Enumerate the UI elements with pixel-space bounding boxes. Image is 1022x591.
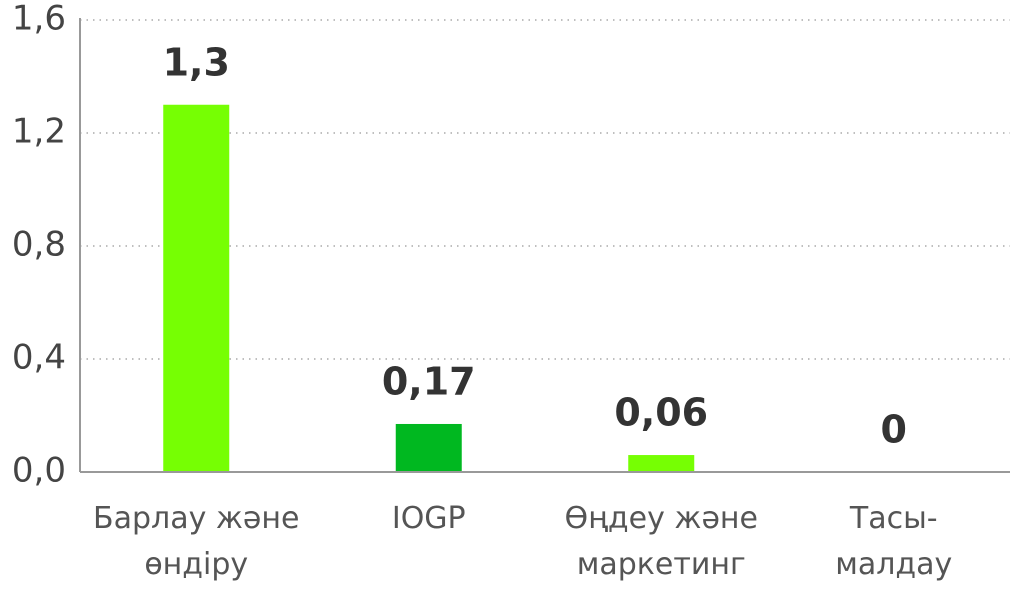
y-tick-label: 0,4 [12,338,66,378]
x-tick-label: Барлау және өндіру [93,501,300,582]
value-label: 0,17 [382,359,476,403]
x-tick-label: Тасы- малдау [835,501,953,582]
bar [163,104,230,472]
y-tick-label: 1,6 [12,0,66,39]
bar [628,455,695,472]
x-tick-label: IOGP [391,501,466,536]
value-label: 1,3 [163,40,230,84]
x-tick-label: Өңдеу және маркетинг [564,501,758,582]
bar [395,423,462,472]
y-tick-label: 0,0 [12,451,66,491]
y-tick-label: 0,8 [12,225,66,265]
y-tick-label: 1,2 [12,112,66,152]
value-label: 0,06 [614,391,708,435]
value-label: 0 [881,408,907,452]
